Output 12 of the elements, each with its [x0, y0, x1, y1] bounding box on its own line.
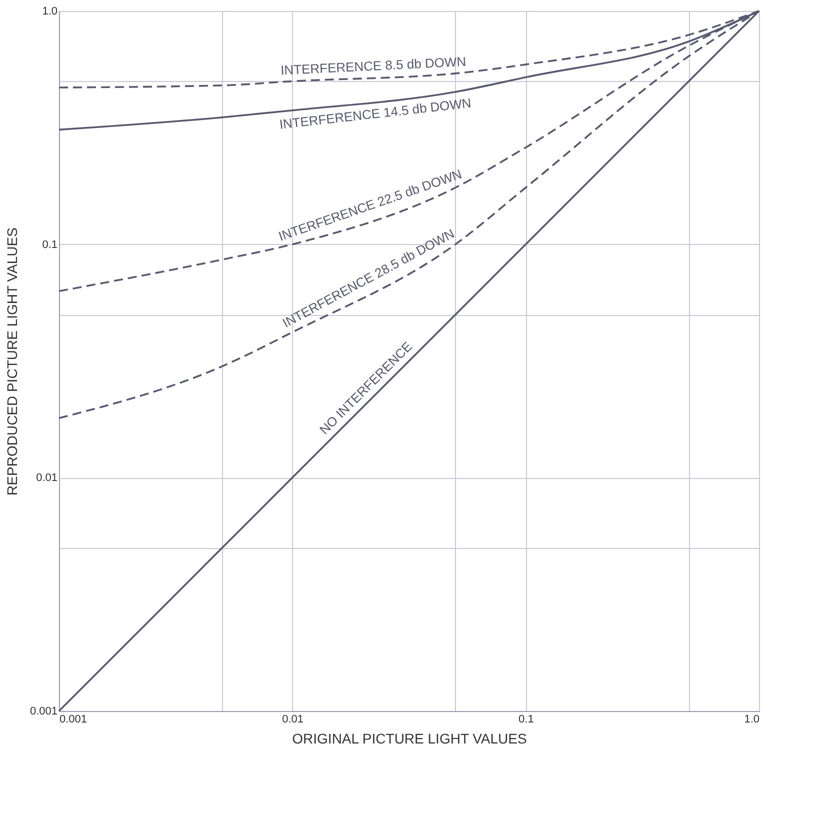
text: INTERFERENCE 14.5 db DOWN: [278, 95, 472, 132]
x-tick-label: 0.1: [518, 714, 534, 726]
x-tick-label: 0.001: [60, 714, 88, 726]
y-tick-label: 0.001: [30, 706, 58, 718]
y-tick-label: 0.1: [42, 238, 58, 251]
x-tick-label: 1.0: [744, 714, 760, 726]
x-axis-title: ORIGINAL PICTURE LIGHT VALUES: [292, 730, 527, 746]
y-axis-title: REPRODUCED PICTURE LIGHT VALUES: [4, 228, 20, 496]
series-label: INTERFERENCE 8.5 db DOWN: [280, 54, 466, 78]
y-tick-label: 0.01: [36, 472, 58, 484]
x-tick-label: 0.01: [282, 714, 304, 726]
y-tick-label: 1.0: [42, 6, 58, 18]
